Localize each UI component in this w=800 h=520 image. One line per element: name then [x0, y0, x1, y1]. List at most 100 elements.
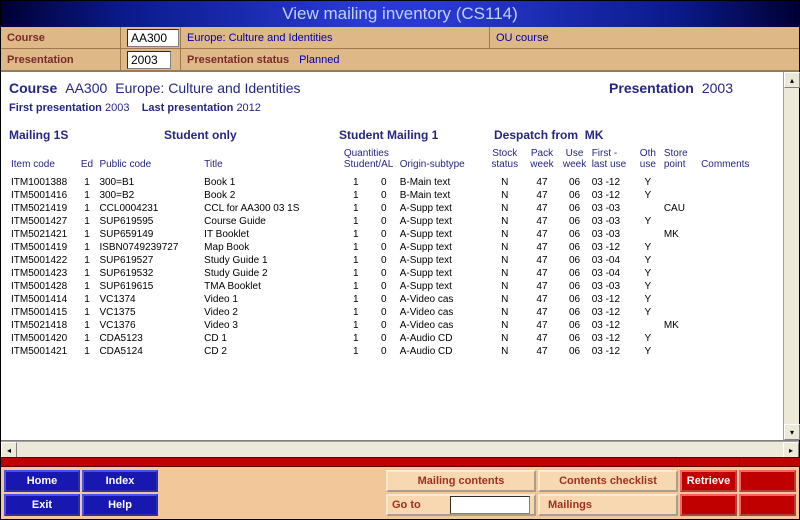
cell-orig: A-Video cas — [398, 319, 485, 332]
cell-item: ITM5001421 — [9, 345, 77, 358]
cell-pack: 47 — [525, 215, 560, 228]
table-row[interactable]: ITM50014271SUP619595Course Guide10A-Supp… — [9, 215, 769, 228]
table-row[interactable]: ITM50014151VC1375Video 210A-Video casN47… — [9, 306, 769, 319]
cell-orig: A-Video cas — [398, 293, 485, 306]
cell-q1: 1 — [342, 280, 370, 293]
cell-pub: 300=B2 — [97, 189, 202, 202]
cell-pack: 47 — [525, 345, 560, 358]
goto-input[interactable] — [450, 496, 530, 514]
cell-store: MK — [662, 228, 699, 241]
section-despatch: Despatch from — [494, 128, 578, 142]
cell-stock: N — [485, 228, 525, 241]
contents-checklist-button[interactable]: Contents checklist — [538, 470, 678, 492]
scroll-right-icon[interactable]: ▸ — [783, 442, 799, 458]
cell-store: MK — [662, 319, 699, 332]
cell-ed: 1 — [77, 293, 98, 306]
cell-ed: 1 — [77, 228, 98, 241]
cell-store — [662, 306, 699, 319]
table-row[interactable]: ITM50014201CDA5123CD 110A-Audio CDN47060… — [9, 332, 769, 345]
cell-item: ITM5021421 — [9, 228, 77, 241]
table-row[interactable]: ITM50014161300=B2Book 210B-Main textN470… — [9, 189, 769, 202]
bottom-bar: Home Index Exit Help Mailing contents Co… — [1, 457, 799, 519]
cell-ed: 1 — [77, 306, 98, 319]
cell-oth — [634, 202, 662, 215]
cell-q2: 0 — [370, 306, 398, 319]
table-row[interactable]: ITM10013881300=B1Book 110B-Main textN470… — [9, 176, 769, 189]
cell-title: Study Guide 2 — [202, 267, 342, 280]
mailing-contents-button[interactable]: Mailing contents — [386, 470, 536, 492]
cell-q2: 0 — [370, 202, 398, 215]
goto-button[interactable]: Go to — [386, 494, 536, 516]
index-button[interactable]: Index — [82, 470, 158, 492]
last-pres: 2012 — [236, 102, 260, 114]
cell-use: 06 — [559, 176, 589, 189]
cell-stock: N — [485, 319, 525, 332]
goto-label: Go to — [392, 499, 421, 511]
presentation-input[interactable] — [127, 51, 171, 69]
table-row[interactable]: ITM50214191CCL0004231CCL for AA300 03 1S… — [9, 202, 769, 215]
table-row[interactable]: ITM50014231SUP619532Study Guide 210A-Sup… — [9, 267, 769, 280]
cell-orig: A-Audio CD — [398, 345, 485, 358]
cell-title: Map Book — [202, 241, 342, 254]
red-blank-3[interactable] — [739, 494, 796, 516]
cell-first: 03 -12 — [590, 241, 634, 254]
col-orig: Origin-subtype — [398, 146, 485, 176]
cell-com — [699, 332, 769, 345]
cell-title: CCL for AA300 03 1S — [202, 202, 342, 215]
cell-oth: Y — [634, 293, 662, 306]
cell-store — [662, 254, 699, 267]
cell-stock: N — [485, 293, 525, 306]
cell-orig: A-Audio CD — [398, 332, 485, 345]
cell-com — [699, 228, 769, 241]
col-com: Comments — [699, 146, 769, 176]
horizontal-scrollbar[interactable]: ◂ ▸ — [1, 441, 799, 457]
cell-first: 03 -03 — [590, 215, 634, 228]
table-row[interactable]: ITM50014191ISBN0749239727Map Book10A-Sup… — [9, 241, 769, 254]
cell-pub: 300=B1 — [97, 176, 202, 189]
cell-com — [699, 345, 769, 358]
cell-ed: 1 — [77, 332, 98, 345]
cell-q1: 1 — [342, 319, 370, 332]
inventory-table: Item code Ed Public code Title Quantitie… — [9, 146, 769, 358]
cell-pack: 47 — [525, 241, 560, 254]
retrieve-button[interactable]: Retrieve — [680, 470, 737, 492]
table-row[interactable]: ITM50014281SUP619615TMA Booklet10A-Supp … — [9, 280, 769, 293]
red-blank-1[interactable] — [739, 470, 796, 492]
course-input[interactable] — [127, 29, 179, 47]
vertical-scrollbar[interactable]: ▴ ▾ — [783, 72, 799, 440]
table-row[interactable]: ITM50214181VC1376Video 310A-Video casN47… — [9, 319, 769, 332]
cell-title: Video 2 — [202, 306, 342, 319]
cell-title: CD 2 — [202, 345, 342, 358]
cell-orig: A-Supp text — [398, 254, 485, 267]
cell-com — [699, 280, 769, 293]
cell-orig: B-Main text — [398, 176, 485, 189]
mailings-button[interactable]: Mailings — [538, 494, 678, 516]
cell-pub: CDA5123 — [97, 332, 202, 345]
scroll-left-icon[interactable]: ◂ — [1, 442, 17, 458]
cell-pub: SUP619532 — [97, 267, 202, 280]
cell-com — [699, 254, 769, 267]
cell-stock: N — [485, 332, 525, 345]
cell-store — [662, 280, 699, 293]
cell-first: 03 -12 — [590, 319, 634, 332]
scroll-down-icon[interactable]: ▾ — [784, 424, 800, 440]
cell-store — [662, 189, 699, 202]
red-blank-2[interactable] — [680, 494, 737, 516]
cell-oth: Y — [634, 345, 662, 358]
help-button[interactable]: Help — [82, 494, 158, 516]
cell-q1: 1 — [342, 267, 370, 280]
table-row[interactable]: ITM50014141VC1374Video 110A-Video casN47… — [9, 293, 769, 306]
col-pack: Pack week — [525, 146, 560, 176]
cell-item: ITM5001419 — [9, 241, 77, 254]
table-row[interactable]: ITM50014211CDA5124CD 210A-Audio CDN47060… — [9, 345, 769, 358]
cell-com — [699, 202, 769, 215]
table-row[interactable]: ITM50014221SUP619527Study Guide 110A-Sup… — [9, 254, 769, 267]
table-row[interactable]: ITM50214211SUP659149IT Booklet10A-Supp t… — [9, 228, 769, 241]
exit-button[interactable]: Exit — [4, 494, 80, 516]
cell-store — [662, 215, 699, 228]
cell-store — [662, 241, 699, 254]
scroll-up-icon[interactable]: ▴ — [784, 72, 800, 88]
cell-pack: 47 — [525, 319, 560, 332]
cell-use: 06 — [559, 293, 589, 306]
home-button[interactable]: Home — [4, 470, 80, 492]
